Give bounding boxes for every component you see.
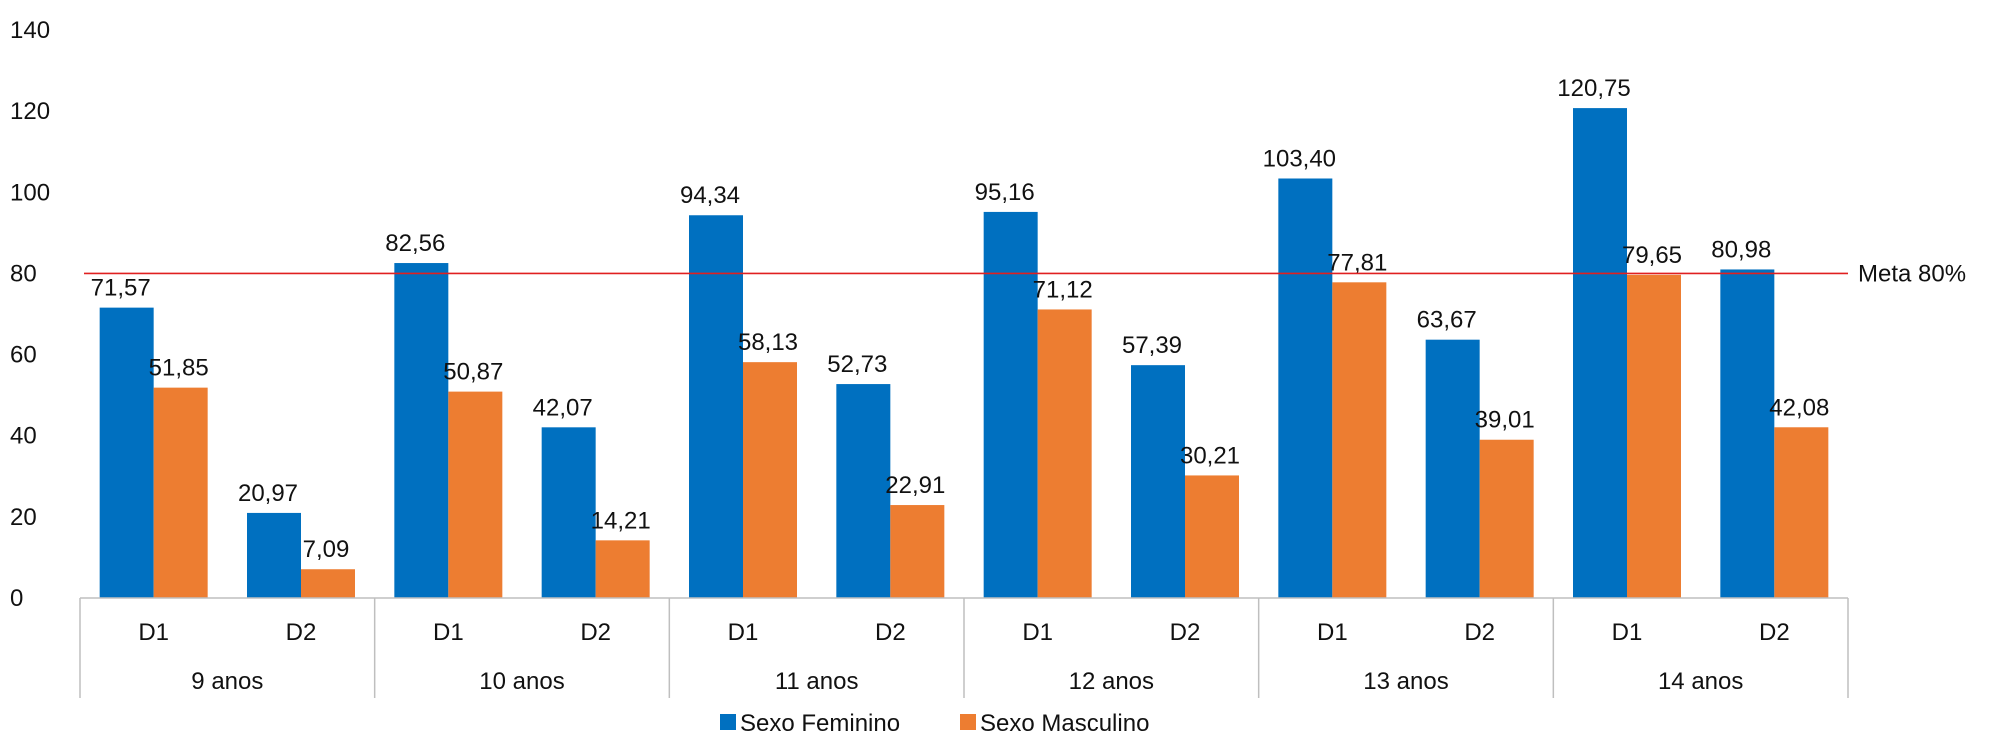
subcategory-label: D2 — [875, 619, 906, 646]
bar — [1278, 178, 1333, 598]
bar — [1332, 282, 1387, 598]
y-tick-label: 20 — [10, 504, 37, 531]
bar — [541, 427, 596, 598]
group-label: 12 anos — [1069, 668, 1154, 695]
data-label: 52,73 — [827, 351, 887, 378]
data-label: 80,98 — [1711, 236, 1771, 263]
bar — [1720, 269, 1775, 598]
bar — [153, 387, 208, 598]
data-label: 57,39 — [1122, 332, 1182, 359]
group-label: 13 anos — [1363, 668, 1448, 695]
y-axis: 0 20 40 60 80 100 120 140 — [10, 17, 50, 612]
data-label: 120,75 — [1557, 75, 1630, 102]
data-label: 71,57 — [91, 275, 151, 302]
bar — [99, 307, 154, 598]
bar — [1573, 108, 1627, 598]
bar — [448, 391, 503, 598]
group-label: 10 anos — [479, 668, 564, 695]
data-label: 42,08 — [1769, 394, 1829, 421]
bar — [1627, 274, 1681, 598]
data-labels-layer: 71,57 20,97 82,56 42,07 94,34 52,73 95,16 57,39… — [91, 75, 1830, 563]
subcategory-label: D2 — [1464, 619, 1495, 646]
subcategory-label: D2 — [286, 619, 317, 646]
legend-swatch — [960, 714, 976, 730]
legend: Sexo Feminino Sexo Masculino — [720, 710, 1149, 737]
subcategory-label: D1 — [1317, 619, 1348, 646]
y-tick-label: 100 — [10, 179, 50, 206]
legend-label: Sexo Masculino — [980, 710, 1149, 737]
bar — [1037, 309, 1092, 598]
y-tick-label: 60 — [10, 342, 37, 369]
bar — [983, 211, 1038, 598]
data-label: 30,21 — [1180, 442, 1240, 469]
data-label: 79,65 — [1622, 242, 1682, 269]
data-label: 22,91 — [885, 472, 945, 499]
data-label: 39,01 — [1475, 407, 1535, 434]
y-tick-label: 120 — [10, 98, 50, 125]
data-label: 7,09 — [303, 536, 350, 563]
subcategory-label: D1 — [728, 619, 759, 646]
bar — [394, 263, 449, 598]
y-tick-label: 80 — [10, 260, 37, 287]
reference-line-label: Meta 80% — [1858, 260, 1966, 287]
data-label: 20,97 — [238, 480, 298, 507]
bar — [743, 362, 797, 598]
bar — [1185, 475, 1239, 598]
subcategory-label: D1 — [1612, 619, 1643, 646]
data-label: 58,13 — [738, 329, 798, 356]
subcategory-label: D1 — [138, 619, 169, 646]
data-label: 14,21 — [591, 507, 651, 534]
group-label: 14 anos — [1658, 668, 1743, 695]
bar — [1425, 339, 1480, 598]
subcategory-label: D1 — [1022, 619, 1053, 646]
legend-label: Sexo Feminino — [740, 710, 900, 737]
data-label: 82,56 — [385, 230, 445, 257]
legend-swatch — [720, 714, 736, 730]
bar — [1479, 439, 1534, 598]
group-label: 9 anos — [191, 668, 263, 695]
bar — [836, 384, 891, 598]
bar — [247, 512, 301, 598]
bar — [689, 215, 743, 598]
subcategory-label: D1 — [433, 619, 464, 646]
data-label: 63,67 — [1417, 307, 1477, 334]
data-label: 42,07 — [533, 394, 593, 421]
y-tick-label: 0 — [10, 585, 23, 612]
y-tick-label: 140 — [10, 17, 50, 44]
reference-line-group: Meta 80% — [84, 260, 1966, 287]
bar — [301, 569, 355, 598]
data-label: 51,85 — [149, 355, 209, 382]
bar — [890, 505, 945, 598]
data-label: 103,40 — [1263, 145, 1336, 172]
y-tick-label: 40 — [10, 423, 37, 450]
subcategory-label: D2 — [1170, 619, 1201, 646]
bar — [595, 540, 650, 598]
data-label: 77,81 — [1327, 249, 1387, 276]
bars-layer — [99, 108, 1829, 598]
bar — [1774, 427, 1829, 598]
data-label: 50,87 — [443, 359, 503, 386]
x-axis: D1 D2 9 anos D1 D2 10 anos D1 D2 11 anos D1 D2 12 a… — [79, 597, 1849, 698]
data-label: 95,16 — [975, 179, 1035, 206]
data-label: 71,12 — [1033, 276, 1093, 303]
group-label: 11 anos — [775, 668, 859, 695]
subcategory-label: D2 — [1759, 619, 1790, 646]
data-label: 94,34 — [680, 182, 740, 209]
bar — [1131, 365, 1185, 598]
subcategory-label: D2 — [580, 619, 611, 646]
